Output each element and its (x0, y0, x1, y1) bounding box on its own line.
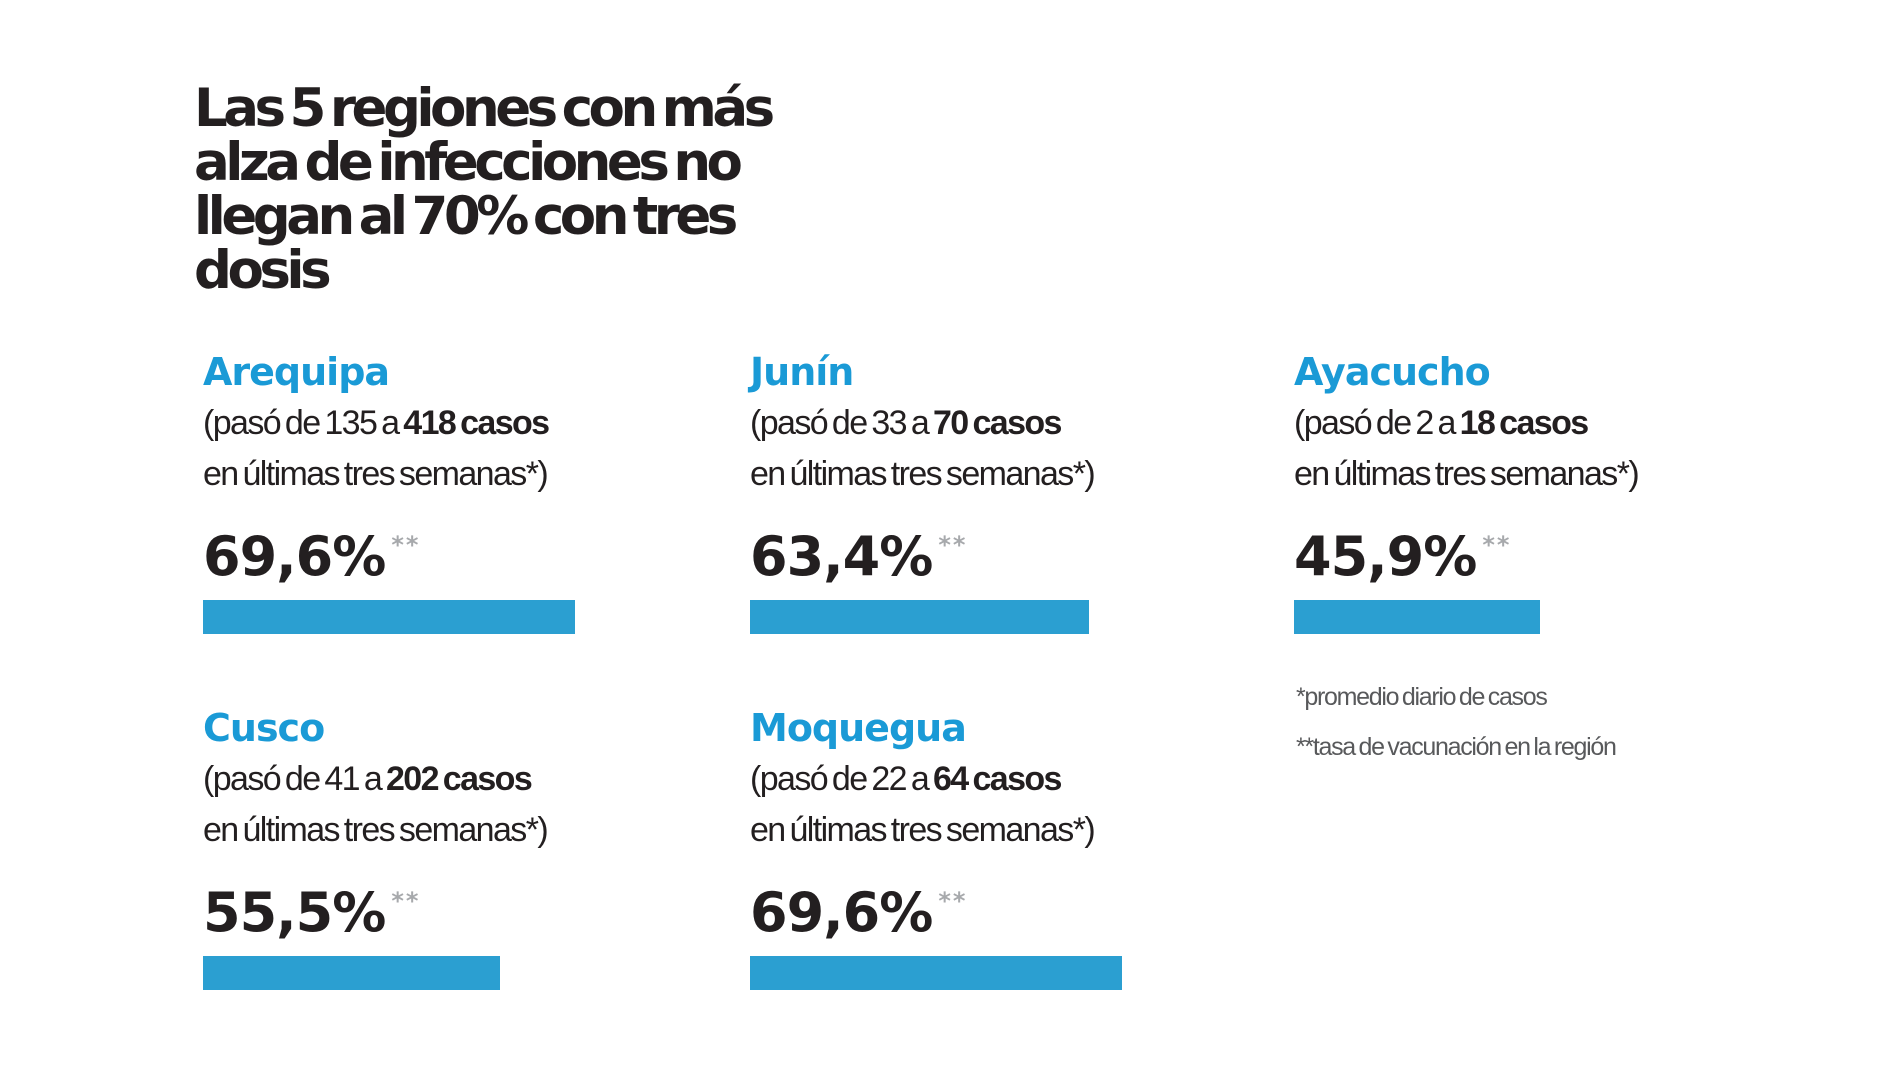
description-period: en últimas tres semanas*) (203, 455, 549, 493)
bar-cusco (203, 956, 500, 990)
value-row: 69,6% ** (750, 884, 1270, 942)
description-cases: 18 casos (1459, 404, 1589, 442)
bar-junin (750, 600, 1090, 634)
description-period: en últimas tres semanas*) (1294, 455, 1640, 493)
value-label: 69,6% (750, 881, 933, 944)
footnotes: *promedio diario de casos **tasa de vacu… (1296, 672, 1617, 772)
region-block-cusco: Cusco (pasó de 41 a 202 casos en últimas… (203, 708, 723, 990)
description-prefix: (pasó de 2 a (1294, 404, 1460, 442)
footnote-marker: ** (391, 887, 421, 915)
value-row: 55,5% ** (203, 884, 723, 942)
value-row: 69,6% ** (203, 528, 723, 586)
bar-track (750, 956, 1285, 990)
footnote-vaccination: **tasa de vacunación en la región (1296, 733, 1617, 761)
region-block-ayacucho: Ayacucho (pasó de 2 a 18 casos en última… (1294, 352, 1814, 634)
bar-moquegua (750, 956, 1123, 990)
description-period: en últimas tres semanas*) (203, 811, 549, 849)
bar-arequipa (203, 600, 576, 634)
description-period: en últimas tres semanas*) (750, 455, 1096, 493)
region-name: Moquegua (750, 706, 967, 750)
value-label: 69,6% (203, 525, 386, 588)
footnote-cases: *promedio diario de casos (1296, 683, 1548, 711)
description-cases: 70 casos (932, 404, 1062, 442)
value-row: 63,4% ** (750, 528, 1270, 586)
description-prefix: (pasó de 41 a (203, 760, 386, 798)
bar-track (203, 600, 738, 634)
footnote-marker: ** (938, 531, 968, 559)
description-cases: 418 casos (403, 404, 550, 442)
description-cases: 202 casos (385, 760, 533, 798)
description-prefix: (pasó de 22 a (750, 760, 933, 798)
region-name: Cusco (203, 706, 325, 750)
region-description: (pasó de 33 a 70 casos en últimas tres s… (750, 398, 1270, 500)
region-name: Junín (750, 350, 854, 394)
bar-track (750, 600, 1285, 634)
bar-track (1294, 600, 1829, 634)
description-cases: 64 casos (932, 760, 1062, 798)
value-label: 63,4% (750, 525, 933, 588)
bar-ayacucho (1294, 600, 1540, 634)
description-prefix: (pasó de 33 a (750, 404, 933, 442)
description-prefix: (pasó de 135 a (203, 404, 404, 442)
region-description: (pasó de 2 a 18 casos en últimas tres se… (1294, 398, 1814, 500)
footnote-marker: ** (1482, 531, 1512, 559)
description-period: en últimas tres semanas*) (750, 811, 1096, 849)
value-label: 45,9% (1294, 525, 1477, 588)
bar-track (203, 956, 738, 990)
region-description: (pasó de 41 a 202 casos en últimas tres … (203, 754, 723, 856)
region-name: Ayacucho (1294, 350, 1491, 394)
value-row: 45,9% ** (1294, 528, 1814, 586)
region-description: (pasó de 135 a 418 casos en últimas tres… (203, 398, 723, 500)
footnote-marker: ** (391, 531, 421, 559)
region-name: Arequipa (203, 350, 390, 394)
region-block-arequipa: Arequipa (pasó de 135 a 418 casos en últ… (203, 352, 723, 634)
value-label: 55,5% (203, 881, 386, 944)
region-block-junin: Junín (pasó de 33 a 70 casos en últimas … (750, 352, 1270, 634)
region-description: (pasó de 22 a 64 casos en últimas tres s… (750, 754, 1270, 856)
footnote-marker: ** (938, 887, 968, 915)
chart-title: Las 5 regiones con más alza de infeccion… (194, 78, 775, 301)
region-block-moquegua: Moquegua (pasó de 22 a 64 casos en últim… (750, 708, 1270, 990)
